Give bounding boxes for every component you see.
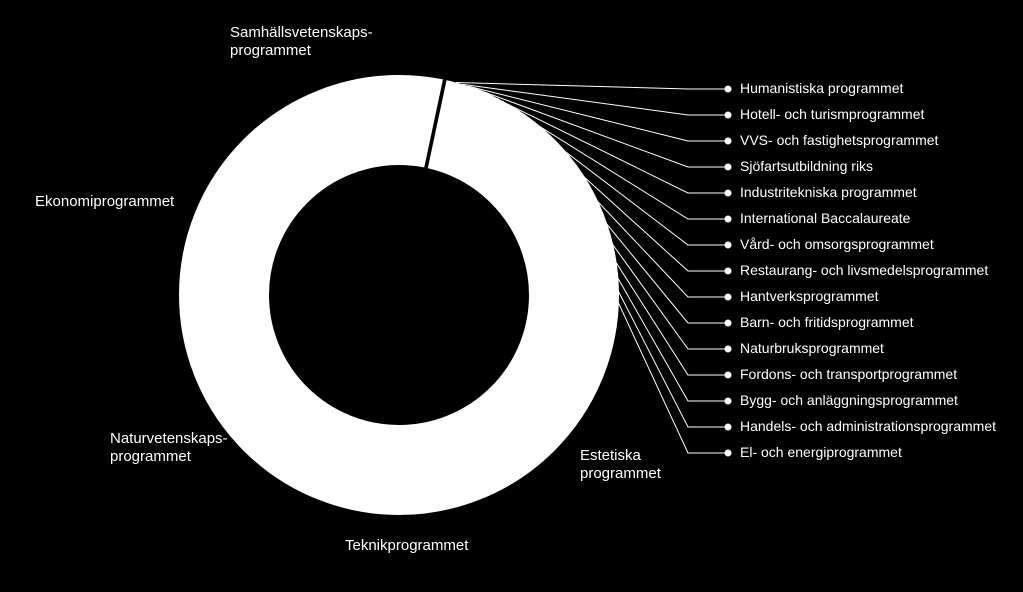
segment-label: Estetiska programmet: [580, 447, 661, 483]
leader-bullet: [725, 190, 732, 197]
segment-label: Naturvetenskaps- programmet: [110, 430, 228, 466]
right-list-label: VVS- och fastighetsprogrammet: [740, 133, 938, 147]
leader-bullet: [725, 242, 732, 249]
leader-bullet: [725, 398, 732, 405]
right-list-label: Fordons- och transportprogrammet: [740, 367, 957, 381]
right-list-label: Barn- och fritidsprogrammet: [740, 315, 914, 329]
leader-bullet: [725, 164, 732, 171]
leader-bullet: [725, 268, 732, 275]
leader-bullet: [725, 346, 732, 353]
leader-bullet: [725, 112, 732, 119]
right-list-label: Sjöfartsutbildning riks: [740, 159, 873, 173]
right-list-label: Industritekniska programmet: [740, 185, 917, 199]
right-list-label: Vård- och omsorgsprogrammet: [740, 237, 934, 251]
leader-bullet: [725, 450, 732, 457]
leader-bullet: [725, 86, 732, 93]
leader-bullet: [725, 320, 732, 327]
right-list-label: Bygg- och anläggningsprogrammet: [740, 393, 958, 407]
right-list-label: Naturbruksprogrammet: [740, 341, 884, 355]
leader-bullet: [725, 294, 732, 301]
segment-label: Samhällsvetenskaps- programmet: [230, 24, 373, 60]
leader-bullet: [725, 424, 732, 431]
segment-label: Teknikprogrammet: [345, 537, 468, 555]
right-list-label: Hantverksprogrammet: [740, 289, 879, 303]
right-list-label: Handels- och administrationsprogrammet: [740, 419, 996, 433]
right-list-label: Restaurang- och livsmedelsprogrammet: [740, 263, 988, 277]
leader-bullet: [725, 138, 732, 145]
donut-chart-container: Humanistiska programmet Hotell- och turis…: [0, 0, 1023, 592]
segment-label: Ekonomiprogrammet: [35, 193, 174, 211]
right-list-label: International Baccalaureate: [740, 211, 910, 225]
right-list-label: Hotell- och turismprogrammet: [740, 107, 924, 121]
right-list-label: Humanistiska programmet: [740, 81, 903, 95]
leader-bullet: [725, 372, 732, 379]
leader-bullet: [725, 216, 732, 223]
right-list-label: El- och energiprogrammet: [740, 445, 902, 459]
